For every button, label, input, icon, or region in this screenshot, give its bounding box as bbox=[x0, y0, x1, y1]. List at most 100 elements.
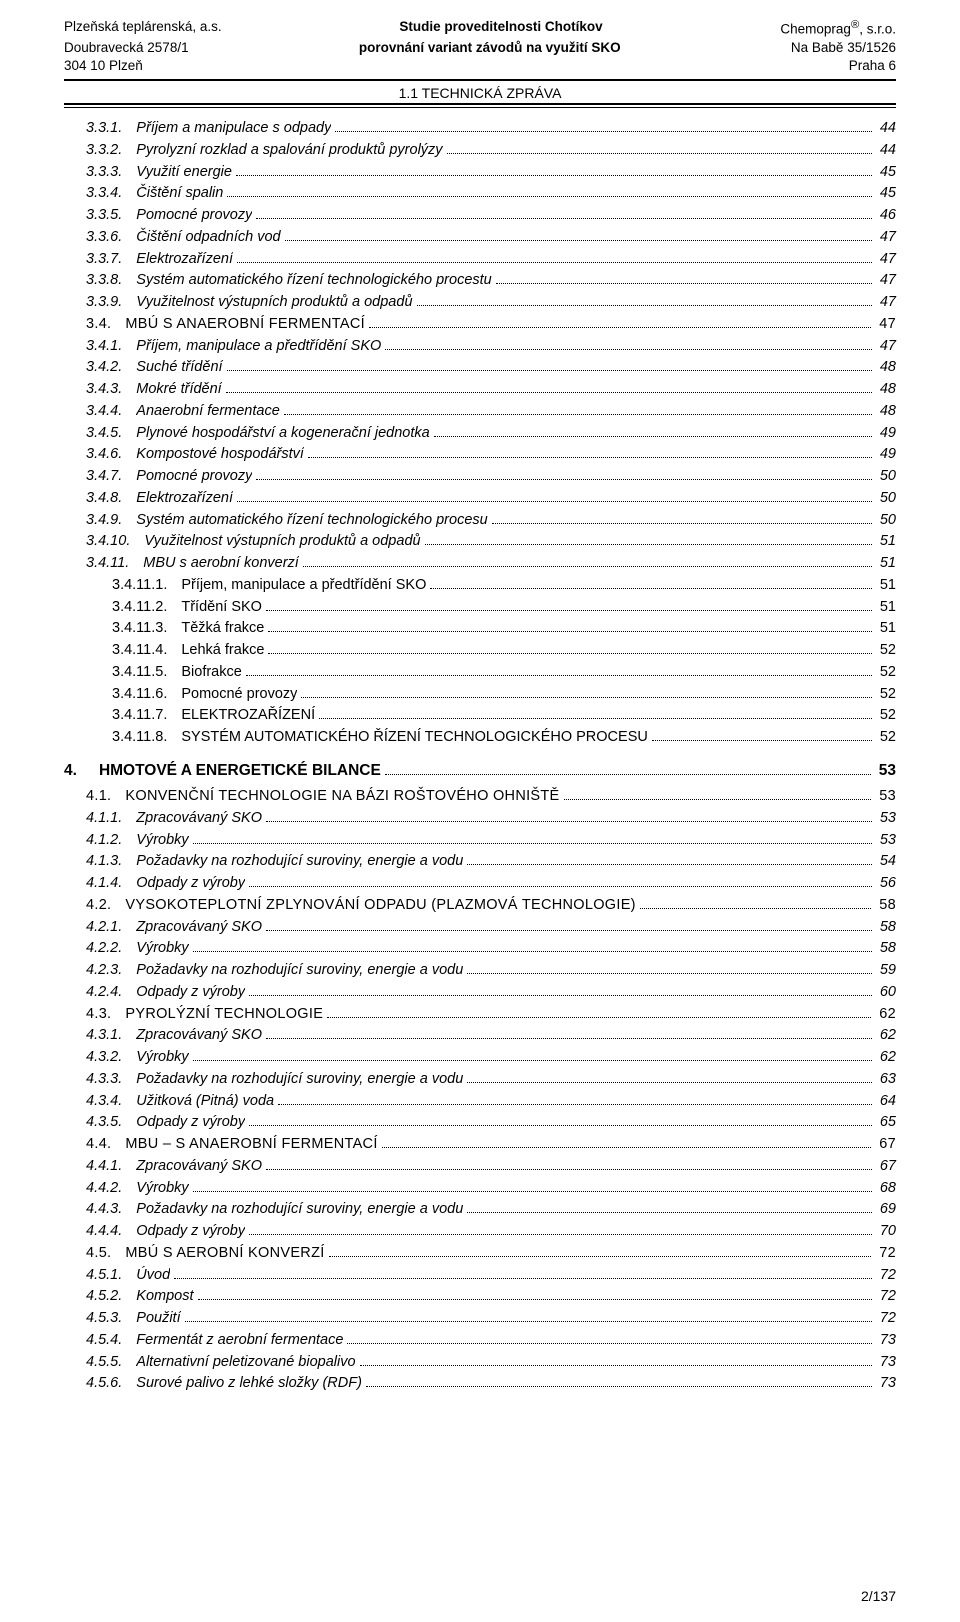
toc-label: Pyrolyzní rozklad a spalování produktů p… bbox=[136, 140, 442, 162]
toc-label: Odpady z výroby bbox=[136, 1221, 245, 1243]
toc-num: 4.4. bbox=[86, 1134, 125, 1156]
toc-label: Použití bbox=[136, 1308, 180, 1330]
toc-row: 3.4.7.Pomocné provozy50 bbox=[64, 466, 896, 488]
toc-row: 4.4.MBU – S ANAEROBNÍ FERMENTACÍ67 bbox=[64, 1134, 896, 1156]
toc-page: 59 bbox=[876, 960, 896, 982]
toc-num: 4.4.4. bbox=[86, 1221, 136, 1243]
toc-row: 4.1.4.Odpady z výroby56 bbox=[64, 873, 896, 895]
toc-leader bbox=[430, 581, 871, 589]
toc-page: 58 bbox=[875, 895, 896, 917]
toc-page: 60 bbox=[876, 982, 896, 1004]
toc-num: 3.4. bbox=[86, 314, 125, 336]
toc-row: 3.3.2.Pyrolyzní rozklad a spalování prod… bbox=[64, 140, 896, 162]
toc-label: Požadavky na rozhodující suroviny, energ… bbox=[136, 1069, 463, 1091]
toc-label: Anaerobní fermentace bbox=[136, 401, 279, 423]
toc-label: Systém automatického řízení technologick… bbox=[136, 510, 487, 532]
toc-label: SYSTÉM AUTOMATICKÉHO ŘÍZENÍ TECHNOLOGICK… bbox=[181, 727, 648, 749]
toc-num: 3.3.3. bbox=[86, 162, 136, 184]
toc-leader bbox=[434, 428, 872, 436]
toc-label: Biofrakce bbox=[181, 662, 241, 684]
toc-page: 50 bbox=[876, 488, 896, 510]
section-4-heading: 4. HMOTOVÉ A ENERGETICKÉ BILANCE 53 bbox=[64, 759, 896, 782]
header-rule-mid bbox=[64, 103, 896, 105]
section-4-leader bbox=[385, 766, 871, 775]
toc-label: Pomocné provozy bbox=[136, 466, 252, 488]
toc-num: 3.4.11.7. bbox=[112, 705, 181, 727]
toc-row: 3.3.4.Čištění spalin45 bbox=[64, 183, 896, 205]
toc-num: 4.1.4. bbox=[86, 873, 136, 895]
toc-label: Zpracovávaný SKO bbox=[136, 808, 262, 830]
toc-leader bbox=[467, 857, 872, 865]
toc-num: 3.4.11.4. bbox=[112, 640, 181, 662]
toc-num: 4.5.4. bbox=[86, 1330, 136, 1352]
toc-row: 4.3.3.Požadavky na rozhodující suroviny,… bbox=[64, 1069, 896, 1091]
toc-page: 69 bbox=[876, 1199, 896, 1221]
toc-label: Příjem, manipulace a předtřídění SKO bbox=[136, 336, 381, 358]
toc-label: Příjem, manipulace a předtřídění SKO bbox=[181, 575, 426, 597]
toc-row: 4.4.2.Výrobky68 bbox=[64, 1178, 896, 1200]
toc-num: 3.4.11.5. bbox=[112, 662, 181, 684]
toc-page: 62 bbox=[875, 1004, 896, 1026]
toc-label: Odpady z výroby bbox=[136, 982, 245, 1004]
header-right-1: Chemoprag®, s.r.o. bbox=[780, 18, 896, 39]
toc-leader bbox=[237, 494, 872, 502]
toc-page: 51 bbox=[876, 553, 896, 575]
toc-leader bbox=[227, 363, 872, 371]
company-name: Chemoprag bbox=[780, 22, 851, 37]
toc-page: 72 bbox=[876, 1308, 896, 1330]
toc-page: 44 bbox=[876, 118, 896, 140]
header-center-2: porovnání variant závodů na využití SKO bbox=[359, 39, 621, 57]
toc-page: 65 bbox=[876, 1112, 896, 1134]
toc-row: 3.3.9.Využitelnost výstupních produktů a… bbox=[64, 292, 896, 314]
toc-row: 3.4.11.1.Příjem, manipulace a předtříděn… bbox=[64, 575, 896, 597]
toc-num: 3.4.11.3. bbox=[112, 618, 181, 640]
toc-label: Využití energie bbox=[136, 162, 232, 184]
toc-leader bbox=[308, 450, 872, 458]
toc-page: 49 bbox=[876, 423, 896, 445]
toc-num: 3.4.4. bbox=[86, 401, 136, 423]
toc-num: 3.4.5. bbox=[86, 423, 136, 445]
toc-row: 3.4.10.Využitelnost výstupních produktů … bbox=[64, 531, 896, 553]
toc-row: 4.4.1.Zpracovávaný SKO67 bbox=[64, 1156, 896, 1178]
toc-leader bbox=[329, 1249, 872, 1257]
toc-row: 4.5.MBÚ S AEROBNÍ KONVERZÍ72 bbox=[64, 1243, 896, 1265]
toc-leader bbox=[237, 254, 872, 262]
toc-row: 4.1.2.Výrobky53 bbox=[64, 830, 896, 852]
header-row-3: 304 10 Plzeň Praha 6 bbox=[64, 57, 896, 75]
toc-page: 58 bbox=[876, 938, 896, 960]
toc-row: 3.3.3.Využití energie45 bbox=[64, 162, 896, 184]
toc-page: 51 bbox=[876, 575, 896, 597]
toc-label: Odpady z výroby bbox=[136, 873, 245, 895]
toc-leader bbox=[347, 1336, 871, 1344]
toc-row: 3.4.MBÚ S ANAEROBNÍ FERMENTACÍ47 bbox=[64, 314, 896, 336]
toc-num: 3.4.2. bbox=[86, 357, 136, 379]
toc-label: Výrobky bbox=[136, 938, 188, 960]
toc-page: 47 bbox=[876, 292, 896, 314]
toc-label: Elektrozařízení bbox=[136, 488, 233, 510]
toc-page: 50 bbox=[876, 466, 896, 488]
toc-row: 4.3.1.Zpracovávaný SKO62 bbox=[64, 1025, 896, 1047]
header-rule-top bbox=[64, 79, 896, 81]
toc-num: 4.2.3. bbox=[86, 960, 136, 982]
toc-num: 4.2.1. bbox=[86, 917, 136, 939]
toc-row: 3.3.8.Systém automatického řízení techno… bbox=[64, 270, 896, 292]
toc-leader bbox=[467, 966, 872, 974]
toc-label: Užitková (Pitná) voda bbox=[136, 1091, 274, 1113]
toc-leader bbox=[385, 341, 872, 349]
toc-num: 3.4.9. bbox=[86, 510, 136, 532]
toc-label: Výrobky bbox=[136, 830, 188, 852]
toc-row: 4.2.2.Výrobky58 bbox=[64, 938, 896, 960]
toc-page: 67 bbox=[875, 1134, 896, 1156]
toc-row: 4.5.4.Fermentát z aerobní fermentace73 bbox=[64, 1330, 896, 1352]
toc-label: Třídění SKO bbox=[181, 597, 262, 619]
toc-label: Čištění spalin bbox=[136, 183, 223, 205]
toc-page: 47 bbox=[876, 336, 896, 358]
toc-label: Plynové hospodářství a kogenerační jedno… bbox=[136, 423, 429, 445]
toc-num: 4.5.1. bbox=[86, 1265, 136, 1287]
toc-page: 54 bbox=[876, 851, 896, 873]
toc-leader bbox=[266, 922, 872, 930]
toc-leader bbox=[198, 1292, 872, 1300]
toc-leader bbox=[496, 276, 872, 284]
toc-num: 4.5.6. bbox=[86, 1373, 136, 1395]
toc-page: 73 bbox=[876, 1373, 896, 1395]
